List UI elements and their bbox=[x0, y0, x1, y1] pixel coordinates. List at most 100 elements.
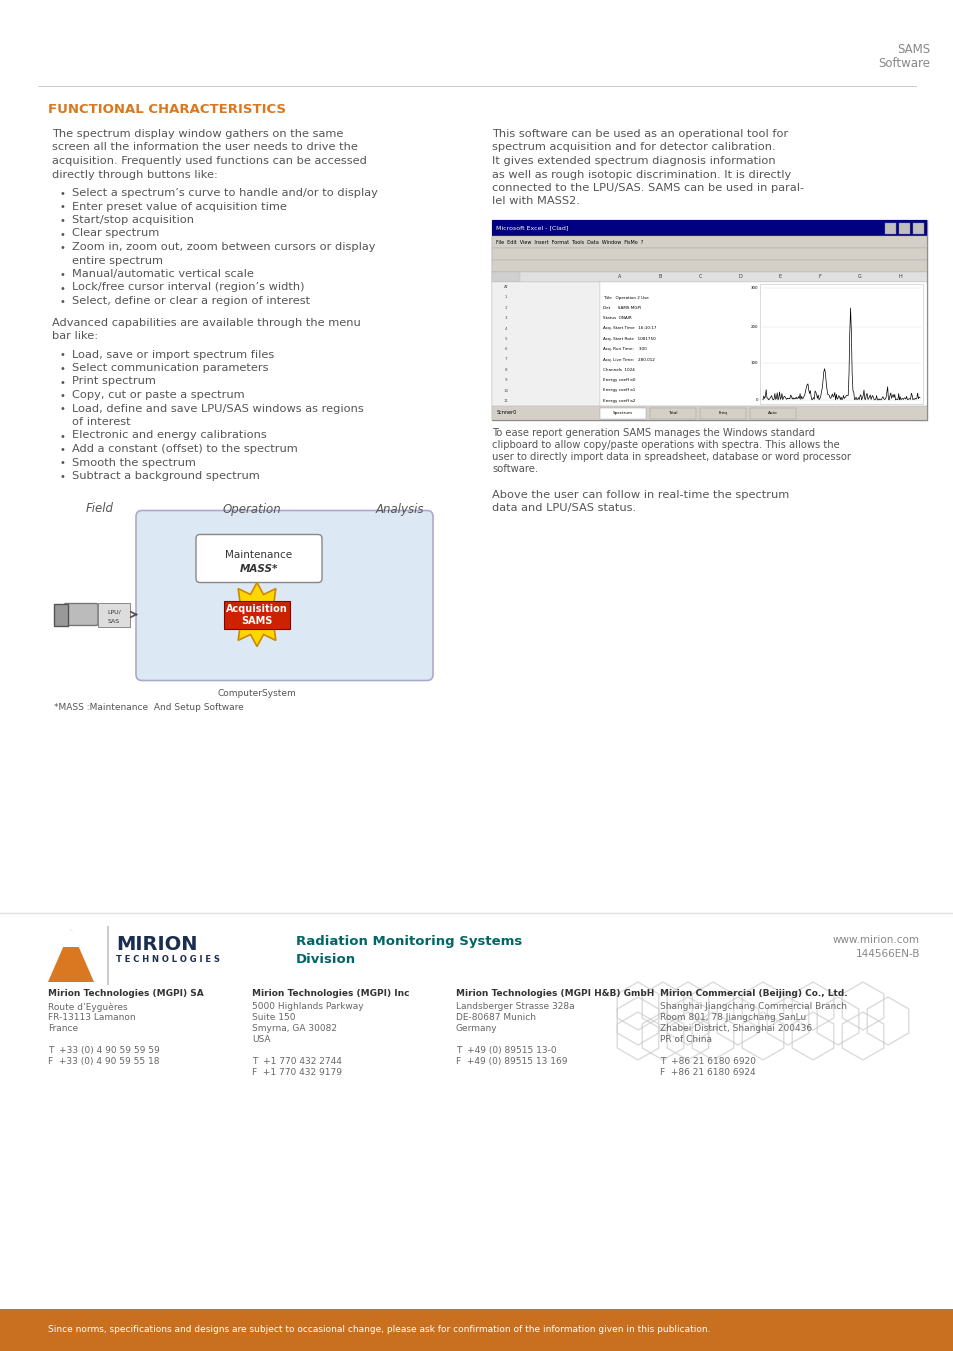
Text: •: • bbox=[60, 363, 66, 374]
Text: USA: USA bbox=[252, 1035, 271, 1044]
FancyBboxPatch shape bbox=[912, 223, 923, 234]
Text: •: • bbox=[60, 270, 66, 280]
Text: software.: software. bbox=[492, 463, 537, 474]
FancyBboxPatch shape bbox=[884, 223, 895, 234]
Text: Load, define and save LPU/SAS windows as regions: Load, define and save LPU/SAS windows as… bbox=[71, 404, 363, 413]
FancyBboxPatch shape bbox=[492, 220, 926, 236]
Text: B: B bbox=[658, 274, 661, 280]
Text: Manual/automatic vertical scale: Manual/automatic vertical scale bbox=[71, 269, 253, 280]
Text: Total: Total bbox=[667, 411, 677, 415]
FancyBboxPatch shape bbox=[492, 249, 926, 259]
FancyBboxPatch shape bbox=[54, 604, 68, 626]
Text: Status  ONAIR: Status ONAIR bbox=[602, 316, 631, 320]
Text: directly through buttons like:: directly through buttons like: bbox=[52, 169, 217, 180]
Text: as well as rough isotopic discrimination. It is directly: as well as rough isotopic discrimination… bbox=[492, 169, 790, 180]
Text: Analysis: Analysis bbox=[375, 503, 424, 516]
Text: Above the user can follow in real-time the spectrum: Above the user can follow in real-time t… bbox=[492, 490, 788, 500]
Text: This software can be used as an operational tool for: This software can be used as an operatio… bbox=[492, 128, 787, 139]
Text: Load, save or import spectrum files: Load, save or import spectrum files bbox=[71, 350, 274, 359]
Text: entire spectrum: entire spectrum bbox=[71, 255, 163, 266]
FancyBboxPatch shape bbox=[492, 272, 926, 282]
Text: Microsoft Excel - [Clad]: Microsoft Excel - [Clad] bbox=[496, 226, 568, 231]
Text: 10: 10 bbox=[503, 389, 508, 393]
Text: Energy coeff a1: Energy coeff a1 bbox=[602, 389, 635, 393]
Text: clipboard to allow copy/paste operations with spectra. This allows the: clipboard to allow copy/paste operations… bbox=[492, 440, 839, 450]
Text: www.mirion.com: www.mirion.com bbox=[832, 935, 919, 944]
FancyBboxPatch shape bbox=[492, 236, 926, 249]
Text: Since norms, specifications and designs are subject to occasional change, please: Since norms, specifications and designs … bbox=[48, 1325, 710, 1335]
Text: To ease report generation SAMS manages the Windows standard: To ease report generation SAMS manages t… bbox=[492, 428, 814, 438]
Text: Acquisition: Acquisition bbox=[226, 604, 288, 615]
Text: Zhabei District, Shanghai 200436: Zhabei District, Shanghai 200436 bbox=[659, 1024, 811, 1034]
FancyBboxPatch shape bbox=[492, 407, 926, 420]
Polygon shape bbox=[48, 929, 71, 982]
Text: of interest: of interest bbox=[71, 417, 131, 427]
Text: Smooth the spectrum: Smooth the spectrum bbox=[71, 458, 195, 467]
Text: •: • bbox=[60, 243, 66, 253]
Text: Select communication parameters: Select communication parameters bbox=[71, 363, 268, 373]
Text: user to directly import data in spreadsheet, database or word processor: user to directly import data in spreadsh… bbox=[492, 453, 850, 462]
Text: FR-13113 Lamanon: FR-13113 Lamanon bbox=[48, 1013, 135, 1021]
Text: 9: 9 bbox=[504, 378, 507, 382]
Polygon shape bbox=[61, 929, 81, 947]
Text: H: H bbox=[897, 274, 901, 280]
Text: 100: 100 bbox=[750, 361, 758, 365]
Polygon shape bbox=[226, 582, 287, 647]
Text: Mirion Technologies (MGPI) Inc: Mirion Technologies (MGPI) Inc bbox=[252, 989, 409, 998]
Text: F: F bbox=[818, 274, 821, 280]
Text: •: • bbox=[60, 471, 66, 482]
Text: 144566EN-B: 144566EN-B bbox=[855, 948, 919, 959]
FancyBboxPatch shape bbox=[0, 1309, 953, 1351]
Text: Enter preset value of acquisition time: Enter preset value of acquisition time bbox=[71, 201, 287, 212]
Text: File  Edit  View  Insert  Format  Tools  Data  Window  FisMo  ?: File Edit View Insert Format Tools Data … bbox=[496, 239, 642, 245]
Text: T  +33 (0) 4 90 59 59 59: T +33 (0) 4 90 59 59 59 bbox=[48, 1046, 159, 1055]
Text: It gives extended spectrum diagnosis information: It gives extended spectrum diagnosis inf… bbox=[492, 155, 775, 166]
Text: Field: Field bbox=[86, 503, 113, 516]
Text: AT: AT bbox=[503, 285, 508, 289]
Text: SAMS: SAMS bbox=[896, 43, 929, 55]
Text: Print spectrum: Print spectrum bbox=[71, 377, 155, 386]
Text: •: • bbox=[60, 431, 66, 442]
Text: PR of China: PR of China bbox=[659, 1035, 711, 1044]
Text: SAMS: SAMS bbox=[241, 616, 273, 627]
FancyBboxPatch shape bbox=[599, 282, 926, 407]
FancyBboxPatch shape bbox=[898, 223, 909, 234]
Text: LPU/: LPU/ bbox=[107, 611, 121, 615]
Text: Spectrum: Spectrum bbox=[612, 411, 633, 415]
Text: 5: 5 bbox=[504, 336, 507, 340]
Text: Mirion Technologies (MGPI H&B) GmbH: Mirion Technologies (MGPI H&B) GmbH bbox=[456, 989, 654, 998]
Text: Lock/free cursor interval (region’s width): Lock/free cursor interval (region’s widt… bbox=[71, 282, 304, 293]
Text: Route d’Eyguères: Route d’Eyguères bbox=[48, 1002, 128, 1012]
Text: A: A bbox=[618, 274, 621, 280]
Text: Mirion Commercial (Beijing) Co., Ltd.: Mirion Commercial (Beijing) Co., Ltd. bbox=[659, 989, 846, 998]
Text: MASS*: MASS* bbox=[239, 565, 278, 574]
FancyBboxPatch shape bbox=[98, 603, 130, 627]
FancyBboxPatch shape bbox=[224, 600, 290, 628]
Text: Smyrna, GA 30082: Smyrna, GA 30082 bbox=[252, 1024, 336, 1034]
Text: •: • bbox=[60, 216, 66, 226]
Text: Select a spectrum’s curve to handle and/or to display: Select a spectrum’s curve to handle and/… bbox=[71, 188, 377, 199]
Text: France: France bbox=[48, 1024, 78, 1034]
Text: F  +1 770 432 9179: F +1 770 432 9179 bbox=[252, 1069, 341, 1077]
Text: SAS: SAS bbox=[108, 619, 120, 624]
Text: DE-80687 Munich: DE-80687 Munich bbox=[456, 1013, 536, 1021]
Text: T  +86 21 6180 6920: T +86 21 6180 6920 bbox=[659, 1056, 755, 1066]
Text: screen all the information the user needs to drive the: screen all the information the user need… bbox=[52, 142, 357, 153]
FancyBboxPatch shape bbox=[195, 535, 322, 582]
Text: Operation: Operation bbox=[222, 503, 281, 516]
Text: Energy coeff a2: Energy coeff a2 bbox=[602, 399, 635, 403]
Text: Add a constant (offset) to the spectrum: Add a constant (offset) to the spectrum bbox=[71, 444, 297, 454]
Text: •: • bbox=[60, 297, 66, 307]
Text: 200: 200 bbox=[750, 326, 758, 330]
Text: MIRION: MIRION bbox=[116, 935, 197, 954]
Text: 0: 0 bbox=[755, 399, 758, 403]
Text: •: • bbox=[60, 203, 66, 212]
FancyBboxPatch shape bbox=[599, 408, 645, 419]
Text: Subtract a background spectrum: Subtract a background spectrum bbox=[71, 471, 259, 481]
Text: Title   Operation 2 Use: Title Operation 2 Use bbox=[602, 296, 648, 300]
Text: T E C H N O L O G I E S: T E C H N O L O G I E S bbox=[116, 955, 219, 965]
Text: •: • bbox=[60, 444, 66, 455]
FancyBboxPatch shape bbox=[700, 408, 745, 419]
Text: Freq: Freq bbox=[718, 411, 727, 415]
Text: 300: 300 bbox=[750, 286, 758, 290]
